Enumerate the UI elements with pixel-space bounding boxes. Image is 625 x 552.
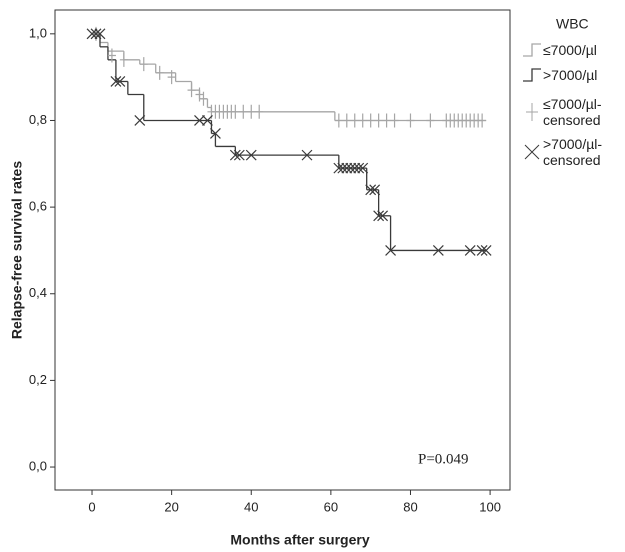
censor-mark [199,91,208,106]
legend-title: WBC [556,16,589,32]
censor-mark [187,83,196,98]
censor-mark [464,245,476,256]
y-tick-label: 0,4 [29,285,47,300]
y-tick-label: 1,0 [29,25,47,40]
censor-mark [476,245,488,256]
censor-mark [245,149,257,161]
censor-mark [350,113,359,128]
censor-mark [167,70,176,85]
censor-mark [229,149,241,161]
censor-mark [353,162,365,174]
x-tick-label: 40 [244,499,258,514]
censor-mark [342,113,351,128]
censor-mark [432,245,444,256]
censor-mark [194,115,205,126]
y-tick-label: 0,6 [29,199,47,214]
x-tick-label: 0 [88,499,95,514]
censor-mark [480,245,492,256]
censor-mark [209,128,221,139]
censor-mark [358,113,367,128]
censor-mark [202,115,213,126]
x-tick-label: 20 [164,499,178,514]
censor-mark [374,113,383,128]
censor-mark [239,104,248,119]
plot-frame [54,9,511,491]
censor-mark [119,52,128,67]
p-value: P=0.049 [418,451,469,467]
legend-icon [523,68,541,82]
censor-mark [426,113,435,128]
censor-mark [155,65,164,80]
censor-mark [341,162,353,174]
legend-label: >7000/µl-censored [543,136,603,168]
censor-mark [139,57,148,72]
censor-mark [134,115,146,126]
censor-mark [94,28,106,40]
censor-mark [390,113,399,128]
censor-mark [114,76,126,87]
legend-label: ≤7000/µl [543,42,597,58]
legend-icon [523,43,541,57]
censor-mark [255,104,264,119]
x-tick-label: 60 [324,499,338,514]
censor-mark [478,113,487,128]
censor-mark [301,149,313,161]
censor-mark [373,210,385,222]
censor-mark [334,113,343,128]
censor-mark [377,210,389,222]
censor-mark [406,113,415,128]
censor-mark [247,104,256,119]
censor-mark [349,162,361,174]
censor-mark [233,149,245,161]
y-axis-title: Relapse-free survival rates [9,161,25,339]
censor-mark [366,113,375,128]
censor-mark [382,113,391,128]
censor-mark [365,184,377,196]
legend-icon [526,103,538,121]
censor-mark [385,245,397,256]
censor-mark [357,162,369,174]
censor-mark [90,28,102,40]
y-tick-label: 0,0 [29,458,47,473]
y-tick-label: 0,2 [29,372,47,387]
legend-label: >7000/µl [543,67,598,83]
censor-mark [107,48,116,63]
x-axis-title: Months after surgery [230,532,369,548]
legend-label: ≤7000/µl-censored [543,96,602,128]
censor-mark [333,162,345,174]
censor-mark [369,184,381,196]
censor-mark [86,28,98,40]
x-tick-label: 100 [479,499,501,514]
censor-mark [110,76,122,87]
censor-mark [345,162,357,174]
y-tick-label: 0,8 [29,112,47,127]
censor-mark [337,162,349,174]
legend-icon [524,144,540,160]
censor-mark [231,104,240,119]
x-tick-label: 80 [403,499,417,514]
